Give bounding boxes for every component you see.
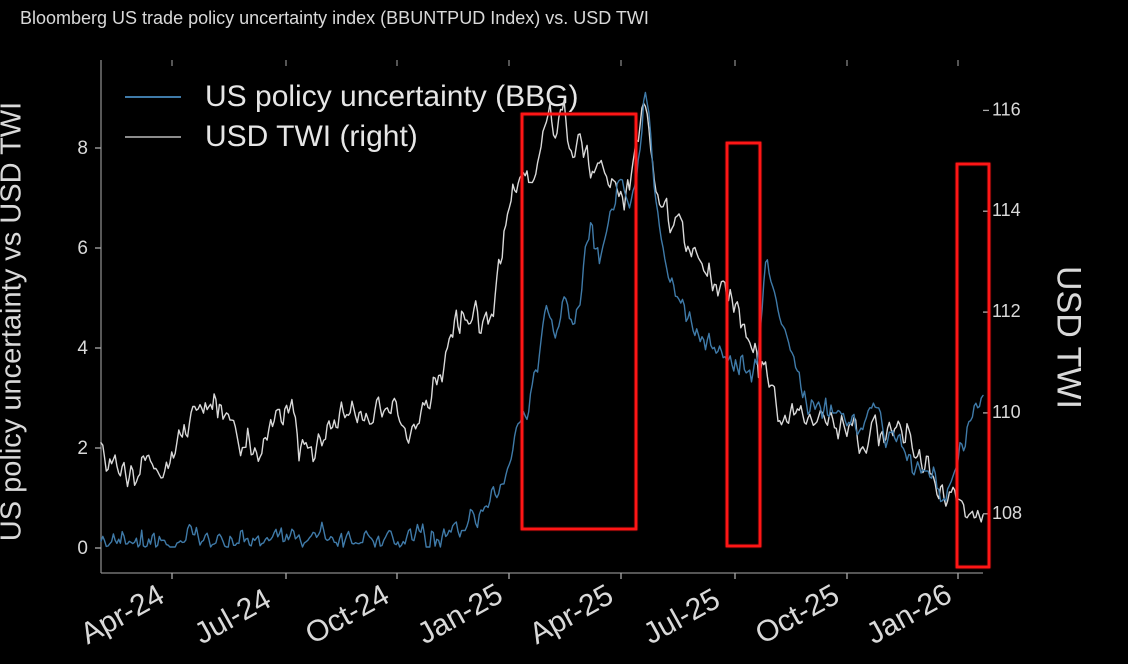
svg-text:8: 8 <box>77 138 88 159</box>
svg-text:6: 6 <box>77 238 88 259</box>
svg-text:4: 4 <box>77 338 88 359</box>
svg-text:114: 114 <box>992 200 1021 220</box>
svg-text:112: 112 <box>992 301 1021 321</box>
svg-text:116: 116 <box>992 99 1021 119</box>
svg-text:2: 2 <box>77 438 88 459</box>
svg-text:108: 108 <box>992 503 1022 523</box>
svg-text:110: 110 <box>992 402 1021 422</box>
svg-text:0: 0 <box>77 538 88 559</box>
